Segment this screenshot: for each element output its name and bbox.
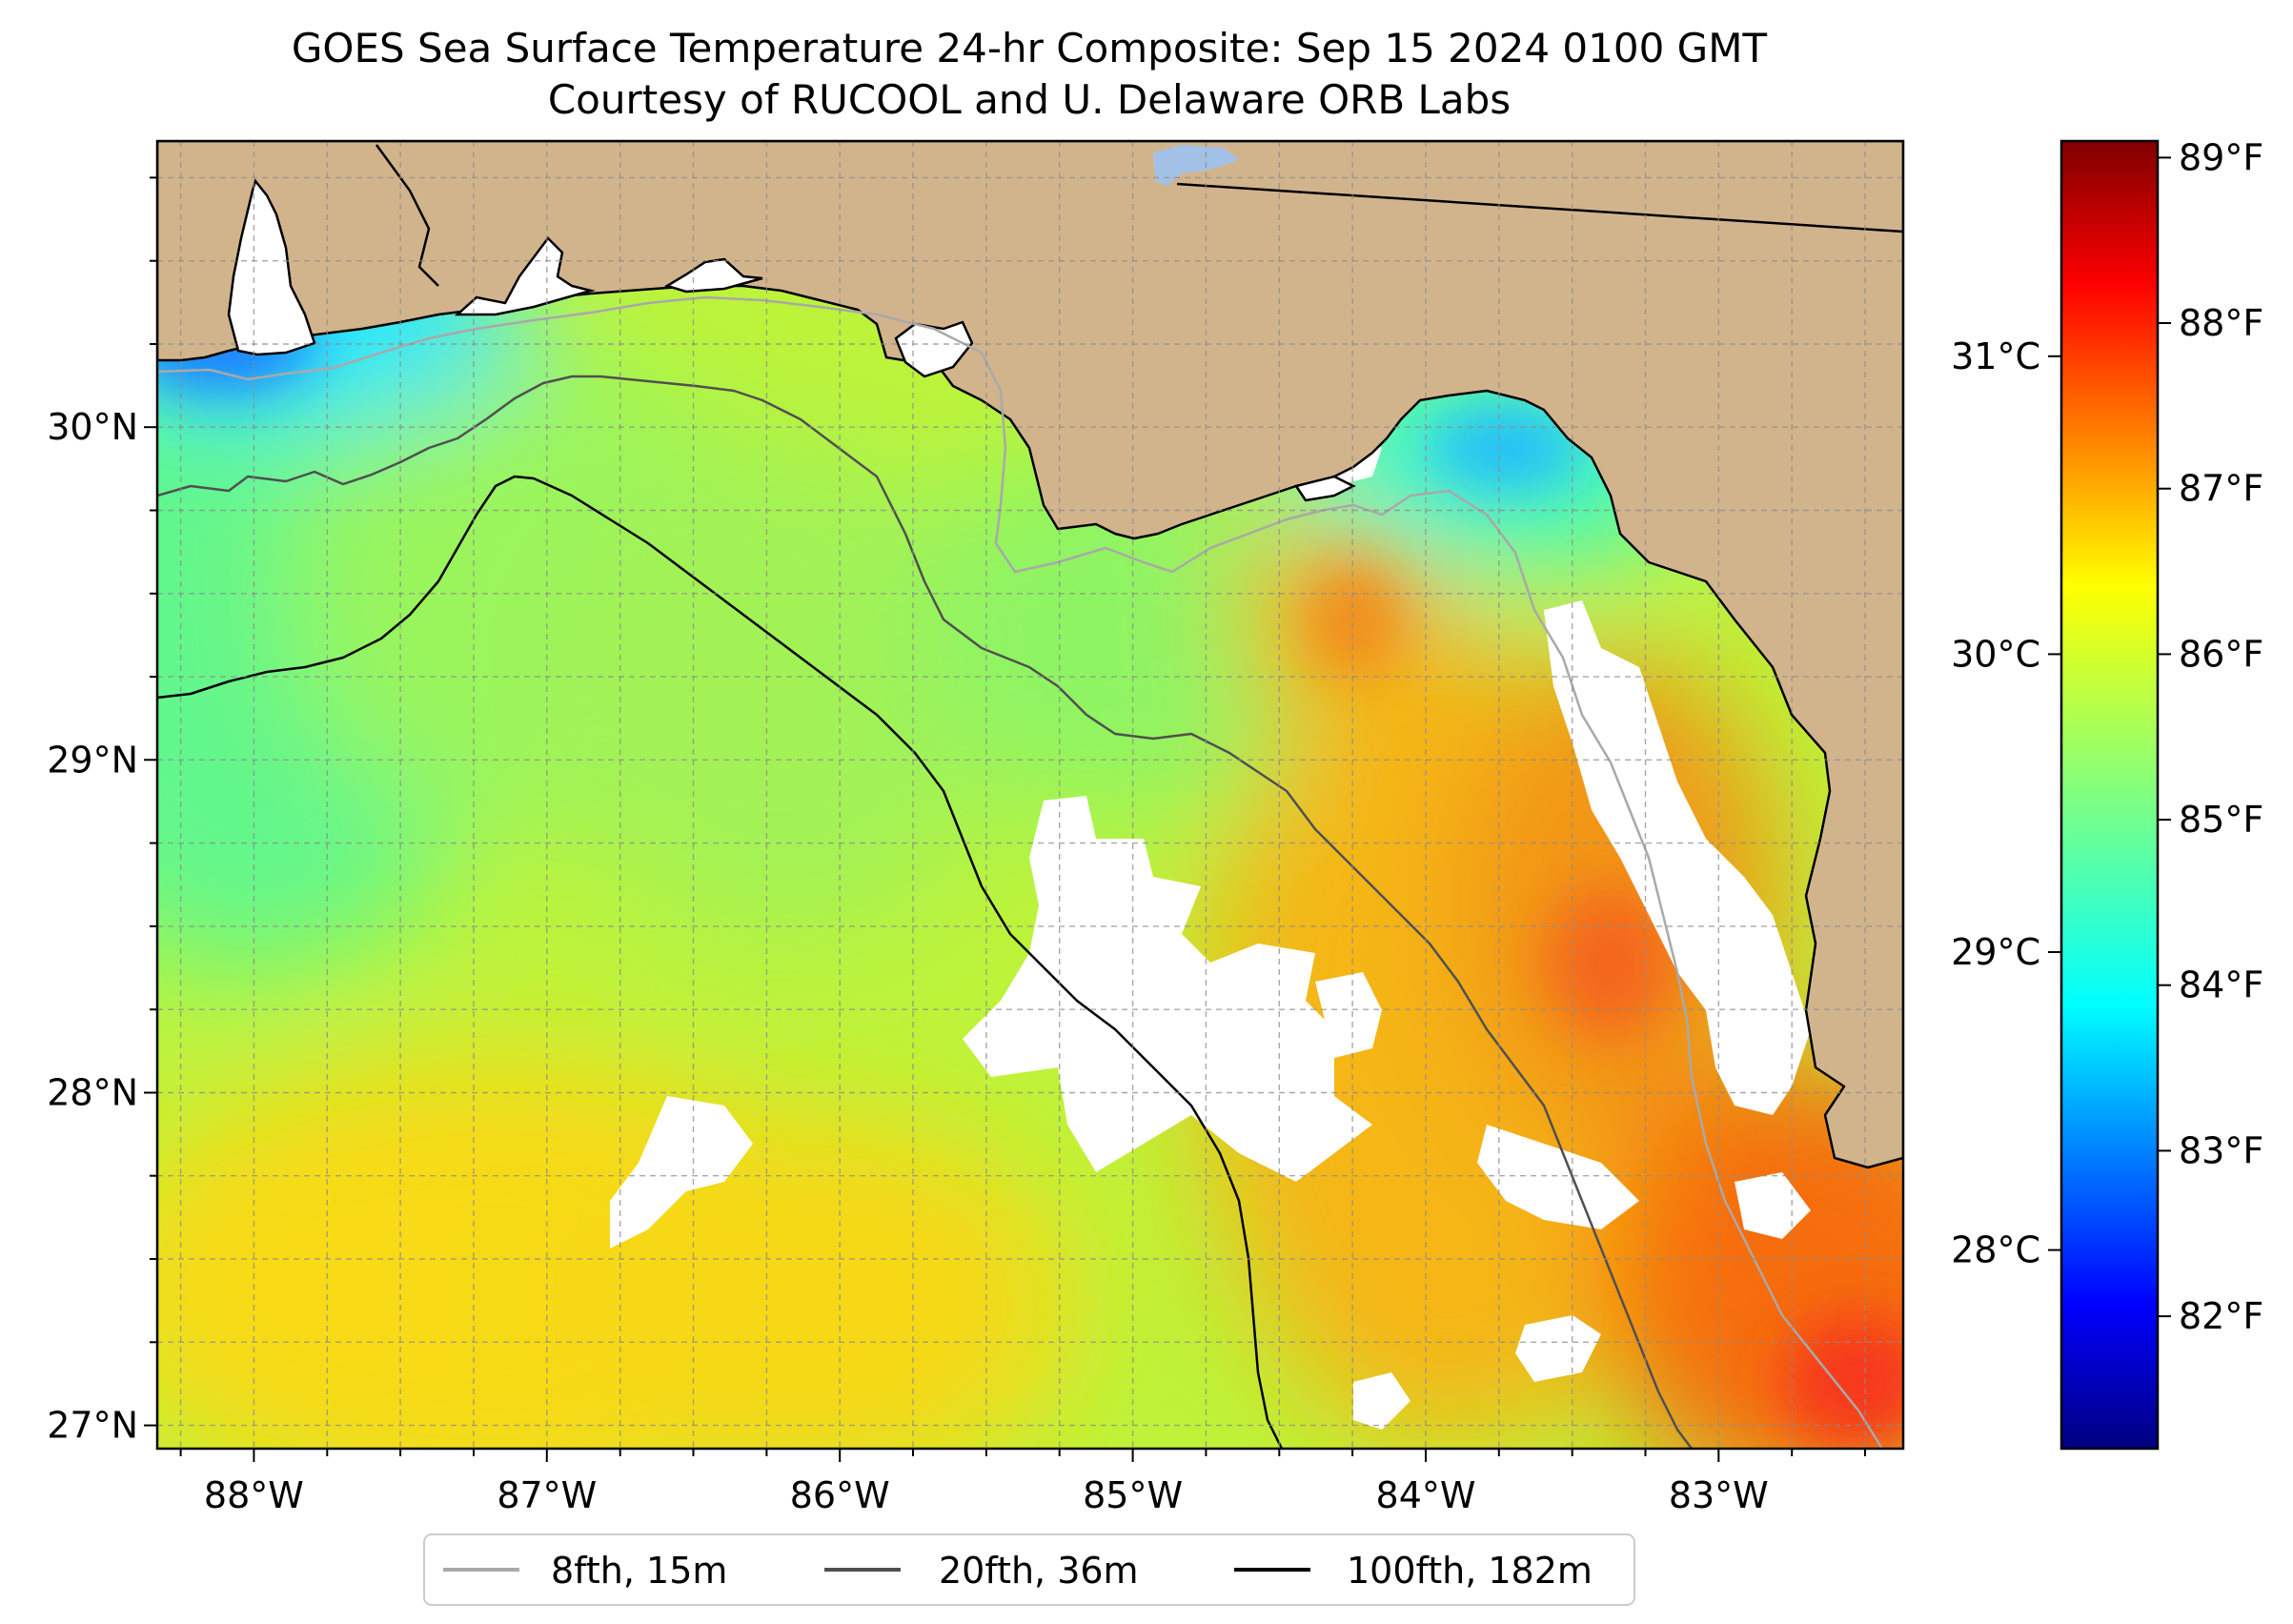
coastal-bays [227, 178, 1356, 502]
legend: 8fth, 15m 20fth, 36m 100fth, 182m [423, 1533, 1635, 1606]
colorbar-celsius-label: 28°C [1951, 1229, 2040, 1271]
colorbar-fahrenheit-label: 88°F [2179, 302, 2263, 344]
longitude-tick-label: 85°W [1083, 1474, 1183, 1516]
colorbar-fahrenheit-label: 87°F [2179, 468, 2263, 510]
legend-label-100fth: 100fth, 182m [1347, 1550, 1593, 1592]
colorbar-fahrenheit-label: 85°F [2179, 799, 2263, 841]
colorbar-celsius-label: 29°C [1951, 931, 2040, 973]
colorbar-fahrenheit-label: 84°F [2179, 964, 2263, 1006]
colorbar-fahrenheit-label: 82°F [2179, 1295, 2263, 1337]
colorbar: 82°F 83°F 84°F 85°F 86°F 87°F 88°F 89°F 28°C 29°… [1951, 136, 2263, 1451]
map-frame [155, 139, 1905, 1451]
colorbar-fahrenheit-label: 89°F [2179, 136, 2263, 178]
longitude-tick-label: 84°W [1376, 1474, 1476, 1516]
colorbar-fahrenheit-label: 83°F [2179, 1129, 2263, 1171]
map-panel [157, 141, 1903, 1449]
latitude-tick-label: 30°N [47, 406, 138, 448]
latitude-tick-label: 29°N [47, 739, 138, 781]
legend-label-8fth: 8fth, 15m [551, 1550, 727, 1592]
legend-label-20fth: 20fth, 36m [939, 1550, 1139, 1592]
longitude-tick-label: 83°W [1669, 1474, 1769, 1516]
colorbar-celsius-ticks: 28°C 29°C 30°C 31°C [1951, 335, 2061, 1271]
state-boundary-west [375, 144, 439, 287]
state-boundary [1176, 182, 1903, 233]
colorbar-fahrenheit-label: 86°F [2179, 633, 2263, 675]
inland-lake [1153, 145, 1239, 186]
map-title: GOES Sea Surface Temperature 24-hr Compo… [291, 25, 1768, 71]
latitude-tick-label: 28°N [47, 1072, 138, 1114]
map-subtitle: Courtesy of RUCOOL and U. Delaware ORB L… [547, 76, 1512, 123]
colorbar-celsius-label: 30°C [1951, 633, 2040, 675]
no-data-regions [610, 429, 1811, 1430]
longitude-tick-label: 88°W [204, 1474, 304, 1516]
latitude-tick-label: 27°N [47, 1405, 138, 1447]
longitude-tick-label: 86°W [790, 1474, 890, 1516]
longitude-tick-label: 87°W [497, 1474, 597, 1516]
legend-box [423, 1533, 1635, 1606]
gridlines [157, 141, 1903, 1449]
colorbar-celsius-label: 31°C [1951, 335, 2040, 377]
contour-8fth [157, 295, 1884, 1449]
longitude-axis: 88°W 87°W 86°W 85°W 84°W 83°W [179, 1449, 1866, 1516]
latitude-axis: 27°N 28°N 29°N 30°N [47, 176, 157, 1447]
contour-20fth [157, 375, 1693, 1449]
colorbar-fahrenheit-ticks: 82°F 83°F 84°F 85°F 86°F 87°F 88°F 89°F [2158, 136, 2263, 1337]
colorbar-gradient [2060, 139, 2160, 1451]
